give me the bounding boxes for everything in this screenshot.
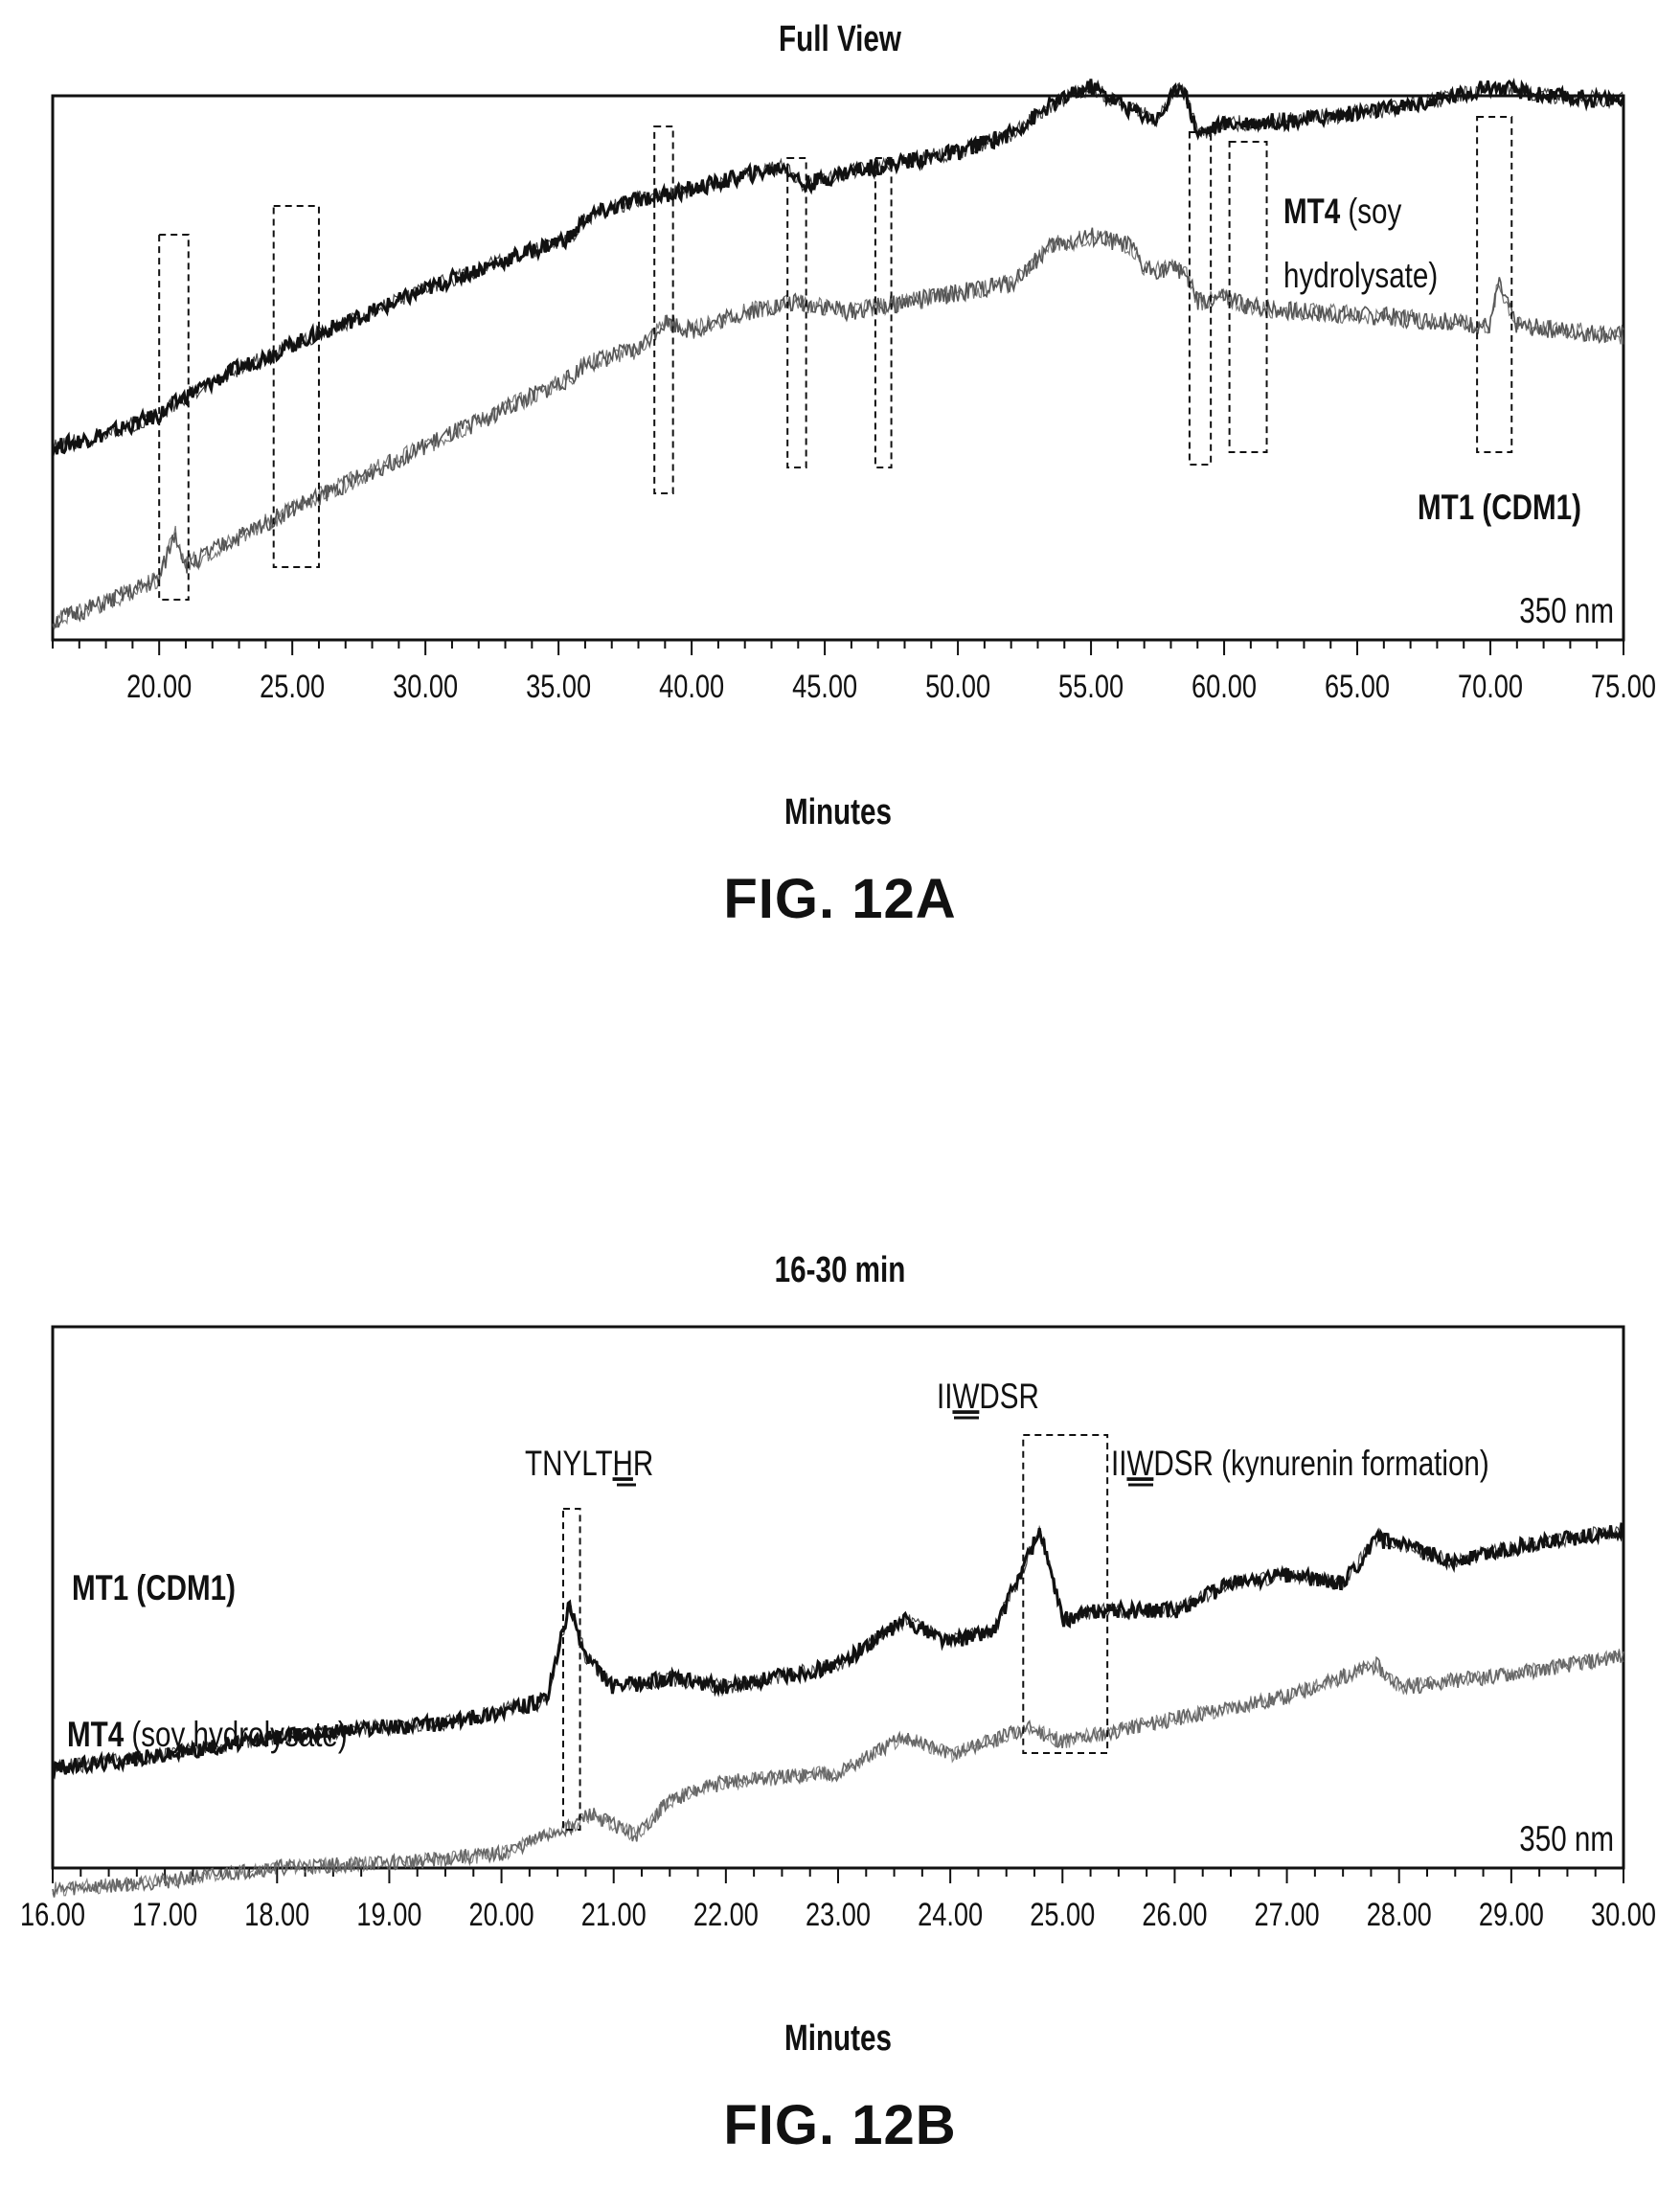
x-tick-label: 16.00 xyxy=(20,1896,85,1933)
wavelength-label: 350 nm xyxy=(1519,1820,1614,1859)
series-line xyxy=(52,80,1624,457)
peak-label-text: DSR xyxy=(979,1378,1038,1417)
peak-label-text: R xyxy=(633,1445,653,1484)
figure-label: FIG. 12B xyxy=(723,2094,957,2156)
x-tick-label: 60.00 xyxy=(1192,668,1257,705)
highlight-region xyxy=(272,205,320,568)
series-label-bold: MT4 xyxy=(67,1716,125,1755)
plot-frame xyxy=(51,1325,1625,1870)
highlight-region xyxy=(874,157,893,468)
x-tick-label: 24.00 xyxy=(918,1896,983,1933)
x-tick-label: 25.00 xyxy=(1030,1896,1095,1933)
highlight-region xyxy=(1476,116,1513,453)
series-label-mt4-line2: hydrolysate) xyxy=(1283,257,1438,296)
peak-label-underlined: W xyxy=(952,1378,979,1417)
highlight-region xyxy=(786,157,807,468)
peak-label-note: (kynurenin formation) xyxy=(1214,1445,1489,1484)
x-tick-label: 26.00 xyxy=(1142,1896,1207,1933)
series-line xyxy=(52,1650,1624,1898)
x-tick-label: 19.00 xyxy=(356,1896,421,1933)
peak-label-text: II xyxy=(1111,1445,1126,1484)
x-tick-label: 55.00 xyxy=(1058,668,1124,705)
peak-label-iiwdsr-kynurenin: IIWDSR (kynurenin formation) xyxy=(1111,1445,1489,1484)
peak-label-underlined: H xyxy=(613,1445,633,1484)
peak-label-text: II xyxy=(937,1378,952,1417)
x-tick-label: 17.00 xyxy=(132,1896,197,1933)
chart-title: 16-30 min xyxy=(774,1250,906,1290)
x-tick-label: 65.00 xyxy=(1325,668,1390,705)
figure-12b: 16-30 min 16.00 17.00 18.00 19.00 20.00 21.00… xyxy=(0,1245,1680,2187)
x-axis-label: Minutes xyxy=(784,2018,892,2059)
series-line xyxy=(52,227,1624,628)
chart-title: Full View xyxy=(779,19,901,59)
x-tick-label: 50.00 xyxy=(925,668,990,705)
series-line xyxy=(52,1522,1624,1775)
x-tick-label: 29.00 xyxy=(1479,1896,1544,1933)
series-line xyxy=(52,229,1624,631)
series-label-text: (soy xyxy=(1340,193,1401,232)
highlight-region xyxy=(653,125,674,494)
highlight-region xyxy=(562,1508,581,1831)
x-tick-label: 18.00 xyxy=(244,1896,309,1933)
x-tick-label: 27.00 xyxy=(1255,1896,1320,1933)
x-tick-label: 70.00 xyxy=(1458,668,1523,705)
x-tick-label: 30.00 xyxy=(393,668,458,705)
plot-frame xyxy=(51,94,1625,642)
x-tick-label: 22.00 xyxy=(693,1896,759,1933)
series-label-mt1: MT1 (CDM1) xyxy=(1418,489,1581,528)
series-line xyxy=(52,1649,1624,1898)
peak-label-underlined: W xyxy=(1126,1445,1153,1484)
wavelength-label: 350 nm xyxy=(1519,592,1614,631)
x-tick-label: 45.00 xyxy=(792,668,857,705)
x-tick-label: 30.00 xyxy=(1591,1896,1656,1933)
figure-label: FIG. 12A xyxy=(723,868,957,930)
peak-label-text: TNYLT xyxy=(525,1445,613,1484)
x-axis-label: Minutes xyxy=(784,792,892,832)
peak-label-iiwdsr: IIWDSR xyxy=(937,1378,1039,1417)
x-tick-label: 21.00 xyxy=(581,1896,647,1933)
highlight-region xyxy=(158,234,190,601)
figure-12a: Full View 20.00 25.00 30.00 35.00 40.00 45.00… xyxy=(0,0,1680,958)
x-tick-label: 75.00 xyxy=(1591,668,1656,705)
series-label-mt1: MT1 (CDM1) xyxy=(72,1569,236,1608)
peak-label-text: DSR xyxy=(1153,1445,1213,1484)
highlight-region xyxy=(1022,1434,1109,1754)
series-label-text: (soy hydrolysate) xyxy=(124,1716,348,1755)
peak-label-tnylthr: TNYLTHR xyxy=(525,1445,653,1484)
x-tick-label: 20.00 xyxy=(126,668,192,705)
chart-12a: 20.00 25.00 30.00 35.00 40.00 45.00 50.00 55.00… xyxy=(51,77,1656,832)
highlight-region xyxy=(1188,131,1213,466)
x-tick-label: 25.00 xyxy=(260,668,325,705)
x-tick-label: 20.00 xyxy=(469,1896,534,1933)
x-tick-label: 23.00 xyxy=(806,1896,871,1933)
x-tick-label: 28.00 xyxy=(1367,1896,1432,1933)
x-tick-label: 35.00 xyxy=(526,668,591,705)
series-label-bold: MT4 xyxy=(1283,193,1341,232)
series-label-mt4: MT4 (soy hydrolysate) xyxy=(67,1716,348,1755)
chart-12b: 16.00 17.00 18.00 19.00 20.00 21.00 22.00 23.00… xyxy=(20,1325,1656,2059)
x-tick-label: 40.00 xyxy=(659,668,724,705)
series-label-mt4: MT4 (soy xyxy=(1283,193,1402,232)
